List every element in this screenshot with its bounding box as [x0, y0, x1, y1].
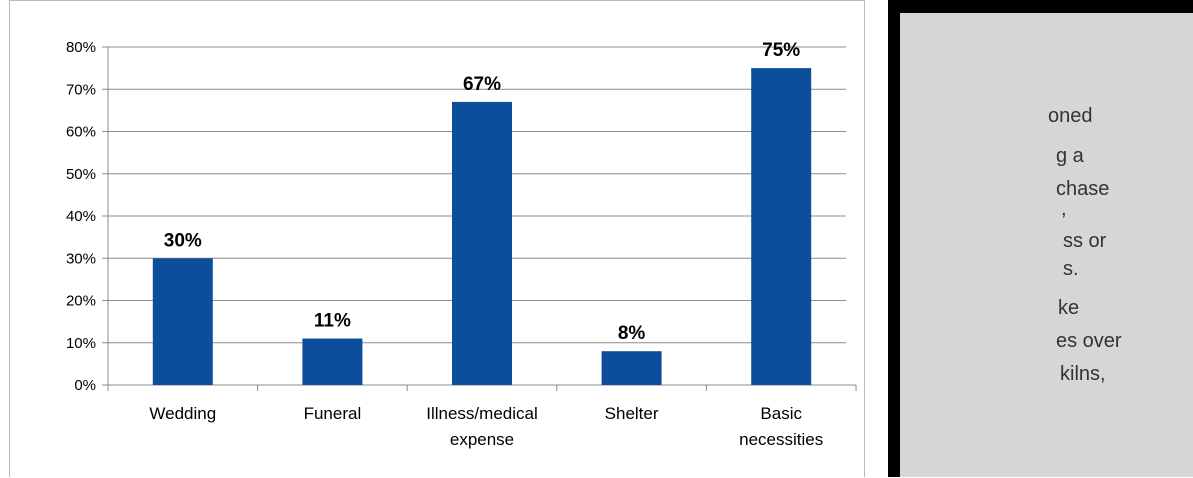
side-text-line: chase: [1056, 178, 1110, 200]
y-tick-label: 0%: [74, 377, 96, 394]
side-panel-content: oned g a chase , ss or s. ke es over kil…: [900, 13, 1193, 477]
bar: [152, 258, 213, 385]
y-tick-label: 30%: [66, 250, 96, 267]
side-text-line: s.: [1063, 258, 1079, 280]
y-tick-label: 80%: [66, 39, 96, 56]
side-text-line: kilns,: [1060, 363, 1106, 385]
y-tick-label: 60%: [66, 124, 96, 141]
data-label: 11%: [314, 311, 351, 332]
chart-frame: 0% 10% 20% 30% 40% 50% 60% 70% 80% 30% Wedding 11% F…: [9, 0, 865, 477]
data-label: 8%: [618, 323, 646, 344]
category-label: Basic: [760, 404, 802, 423]
side-text-line: ke: [1058, 297, 1080, 319]
data-label: 75%: [762, 40, 800, 61]
category-label: Shelter: [605, 404, 659, 423]
y-tick-label: 10%: [66, 335, 96, 352]
bar: [302, 338, 363, 385]
y-tick-label: 50%: [66, 166, 96, 183]
side-panel: oned g a chase , ss or s. ke es over kil…: [888, 0, 1193, 477]
data-label: 30%: [164, 230, 202, 251]
y-tick-label: 40%: [66, 208, 96, 225]
side-text-line: ,: [1061, 198, 1067, 220]
bar: [751, 68, 812, 385]
bar: [601, 351, 662, 385]
category-label: Funeral: [304, 404, 362, 423]
category-label: Wedding: [149, 404, 216, 423]
side-text-line: es over: [1056, 330, 1122, 352]
side-text-line: g a: [1056, 145, 1084, 167]
y-tick-label: 70%: [66, 81, 96, 98]
y-tick-label: 20%: [66, 293, 96, 310]
bar: [452, 101, 512, 386]
category-label: necessities: [739, 430, 823, 449]
data-label: 67%: [463, 74, 501, 95]
side-text-line: oned: [1048, 105, 1093, 127]
side-text-line: ss or: [1063, 230, 1107, 252]
bar-chart: 0% 10% 20% 30% 40% 50% 60% 70% 80% 30% Wedding 11% F…: [66, 39, 857, 449]
category-label: Illness/medical: [426, 404, 538, 423]
category-label: expense: [450, 430, 514, 449]
